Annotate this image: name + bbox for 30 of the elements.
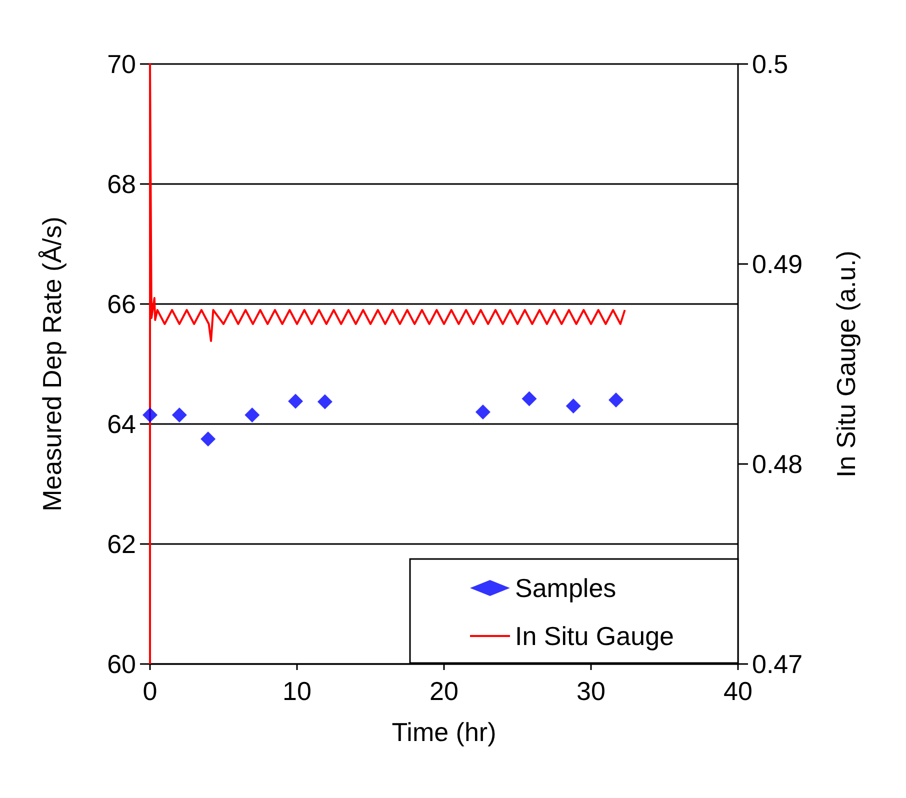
- y-tick-label: 66: [107, 289, 136, 319]
- x-tick-label: 0: [142, 676, 158, 706]
- point: [475, 404, 490, 420]
- point: [288, 394, 304, 409]
- point: [317, 394, 332, 410]
- point: [244, 408, 260, 422]
- y-tick-label: 68: [107, 169, 136, 199]
- x-tick-label: 10: [282, 676, 312, 706]
- point: [200, 432, 216, 446]
- point: [566, 398, 581, 414]
- point: [608, 392, 624, 408]
- y2-tick-label: 0.48: [752, 449, 803, 479]
- y-axis-title: Measured Dep Rate (Å/s): [37, 216, 67, 512]
- x-tick-label: 30: [576, 676, 606, 706]
- x-axis-title: Time (hr): [392, 717, 496, 747]
- y2-tick-label: 0.47: [752, 649, 803, 679]
- x-tick-label: 40: [724, 676, 752, 706]
- legend-label: Samples: [515, 573, 616, 603]
- y-tick-label: 62: [107, 529, 136, 559]
- y-tick-label: 70: [107, 49, 136, 79]
- y2-tick-label: 0.49: [752, 249, 803, 279]
- y2-tick-label: 0.5: [752, 49, 788, 79]
- point: [522, 391, 537, 406]
- y-tick-label: 60: [107, 649, 136, 679]
- y-tick-label: 64: [107, 409, 136, 439]
- point: [172, 408, 187, 422]
- y2-axis-title: In Situ Gauge (a.u.): [831, 250, 861, 478]
- point: [142, 408, 158, 422]
- legend-label: In Situ Gauge: [515, 621, 674, 651]
- x-tick-label: 20: [430, 676, 458, 706]
